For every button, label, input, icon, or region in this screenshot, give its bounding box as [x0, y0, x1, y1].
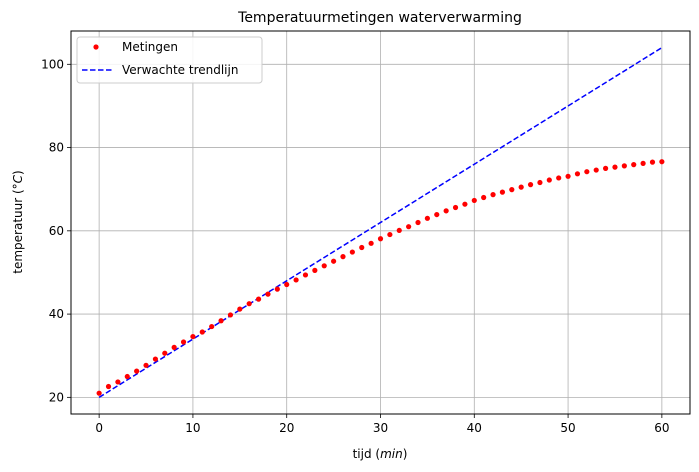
- data-point-metingen: [237, 306, 243, 312]
- y-axis-label-prefix: temperatuur (: [11, 189, 25, 273]
- data-point-metingen: [584, 169, 590, 175]
- data-point-metingen: [527, 182, 534, 188]
- x-tick-label-40: 40: [467, 421, 482, 435]
- data-point-metingen: [105, 383, 112, 390]
- x-axis-label: tijd (min): [353, 447, 408, 461]
- series-metingen: [96, 159, 665, 396]
- data-point-metingen: [462, 201, 468, 207]
- data-point-metingen: [518, 184, 524, 190]
- data-point-metingen: [499, 189, 506, 195]
- x-tick-label-30: 30: [373, 421, 388, 435]
- data-point-metingen: [452, 204, 459, 211]
- data-point-metingen: [143, 362, 149, 368]
- data-point-metingen: [631, 162, 637, 168]
- data-point-metingen: [415, 219, 421, 226]
- x-tick-label-50: 50: [560, 421, 575, 435]
- data-point-metingen: [612, 164, 618, 170]
- data-point-metingen: [152, 356, 159, 362]
- data-point-metingen: [659, 159, 665, 165]
- data-point-metingen: [602, 165, 609, 171]
- legend-label-trendlijn: Verwachte trendlijn: [122, 63, 238, 77]
- x-tick-label-60: 60: [654, 421, 669, 435]
- data-point-metingen: [349, 249, 355, 255]
- x-axis-label-suffix: ): [403, 447, 408, 461]
- x-tick-label-0: 0: [95, 421, 103, 435]
- y-tick-label-80: 80: [49, 141, 64, 155]
- data-point-metingen: [134, 368, 140, 374]
- data-point-metingen: [396, 227, 402, 234]
- x-tick-label-20: 20: [279, 421, 294, 435]
- data-point-metingen: [115, 379, 121, 385]
- data-point-metingen: [312, 267, 318, 273]
- data-point-metingen: [255, 296, 262, 302]
- legend-marker-metingen: [93, 44, 99, 50]
- data-point-metingen: [509, 187, 515, 193]
- data-point-metingen: [340, 254, 346, 260]
- data-point-metingen: [162, 350, 168, 356]
- y-tick-label-100: 100: [41, 57, 64, 71]
- data-point-metingen: [321, 263, 327, 269]
- data-point-metingen: [481, 194, 487, 201]
- series-layer: [96, 47, 665, 398]
- data-point-metingen: [574, 171, 581, 177]
- data-point-metingen: [406, 224, 412, 230]
- data-point-metingen: [293, 277, 299, 283]
- data-point-metingen: [171, 344, 177, 350]
- data-point-metingen: [471, 197, 477, 204]
- data-point-metingen: [199, 329, 205, 335]
- x-tick-label-10: 10: [185, 421, 200, 435]
- data-point-metingen: [331, 258, 337, 264]
- y-tick-label-40: 40: [49, 307, 64, 321]
- chart-title: Temperatuurmetingen waterverwarming: [237, 10, 522, 26]
- data-point-metingen: [218, 318, 224, 324]
- data-point-metingen: [190, 333, 196, 340]
- data-point-metingen: [640, 160, 646, 166]
- data-point-metingen: [209, 323, 215, 330]
- data-point-metingen: [246, 301, 252, 307]
- data-point-metingen: [649, 159, 656, 165]
- data-point-metingen: [546, 177, 552, 183]
- data-point-metingen: [556, 175, 562, 181]
- data-point-metingen: [368, 240, 374, 246]
- y-axis-label-unit: °C: [11, 174, 25, 189]
- y-tick-label-60: 60: [49, 224, 64, 238]
- y-axis-label: temperatuur (°C): [11, 170, 25, 274]
- x-axis-label-prefix: tijd (: [353, 447, 381, 461]
- data-point-metingen: [377, 236, 384, 242]
- data-point-metingen: [443, 208, 449, 214]
- data-point-metingen: [387, 231, 393, 238]
- legend-box: [76, 36, 263, 84]
- data-point-metingen: [284, 281, 290, 288]
- data-point-metingen: [565, 173, 571, 179]
- data-point-metingen: [537, 179, 543, 186]
- legend-label-metingen: Metingen: [122, 40, 178, 54]
- data-point-metingen: [302, 272, 309, 278]
- data-point-metingen: [424, 215, 430, 221]
- data-point-metingen: [359, 244, 365, 251]
- data-point-metingen: [434, 211, 440, 218]
- y-tick-label-20: 20: [49, 390, 64, 404]
- legend: Metingen Verwachte trendlijn: [76, 36, 263, 84]
- data-point-metingen: [180, 339, 187, 345]
- data-point-metingen: [96, 390, 102, 396]
- x-axis-ticks: 0 10 20 30 40 50 60: [95, 414, 670, 435]
- data-point-metingen: [621, 163, 627, 169]
- grid: [71, 31, 690, 414]
- data-point-metingen: [265, 291, 271, 297]
- data-point-metingen: [490, 192, 496, 198]
- data-point-metingen: [227, 312, 234, 318]
- data-point-metingen: [274, 286, 280, 292]
- series-line-trendlijn: [98, 47, 663, 398]
- y-axis-label-suffix: ): [11, 170, 25, 175]
- y-axis-ticks: 20 40 60 80 100: [41, 57, 71, 404]
- x-axis-label-unit: min: [380, 447, 403, 461]
- data-point-metingen: [593, 167, 599, 173]
- data-point-metingen: [124, 373, 130, 380]
